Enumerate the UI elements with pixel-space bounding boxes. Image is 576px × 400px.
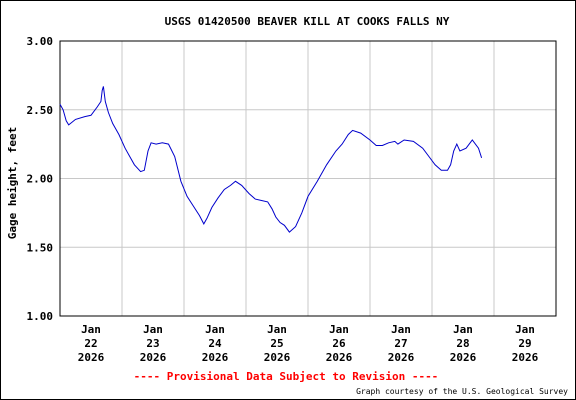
x-tick-label: Jan <box>453 323 473 336</box>
x-tick-label: 2026 <box>512 351 539 364</box>
x-tick-label: Jan <box>267 323 287 336</box>
x-tick-label: Jan <box>81 323 101 336</box>
x-tick-label: 22 <box>84 337 97 350</box>
y-tick-label: 1.50 <box>27 241 54 254</box>
x-tick-label: 24 <box>208 337 222 350</box>
x-tick-label: 2026 <box>450 351 477 364</box>
x-tick-label: 28 <box>456 337 469 350</box>
provisional-notice: ---- Provisional Data Subject to Revisio… <box>134 370 439 383</box>
grid <box>60 40 556 317</box>
y-axis-label: Gage height, feet <box>6 127 19 240</box>
x-tick-label: Jan <box>205 323 225 336</box>
x-tick-label: 2026 <box>264 351 291 364</box>
y-tick-label: 2.00 <box>27 173 54 186</box>
gage-height-series-line <box>59 86 483 233</box>
x-tick-label: 25 <box>270 337 283 350</box>
usgs-credit: Graph courtesy of the U.S. Geological Su… <box>356 387 568 396</box>
x-tick-label: 26 <box>332 337 346 350</box>
x-axis-ticks: Jan222026Jan232026Jan242026Jan252026Jan2… <box>78 323 539 364</box>
y-tick-label: 3.00 <box>27 35 54 48</box>
y-axis-ticks: 1.00 1.50 2.00 2.50 3.00 <box>27 35 54 323</box>
chart-title: USGS 01420500 BEAVER KILL AT COOKS FALLS… <box>165 15 450 28</box>
x-tick-label: 2026 <box>326 351 353 364</box>
x-tick-label: 2026 <box>78 351 105 364</box>
x-tick-label: Jan <box>329 323 349 336</box>
y-tick-label: 2.50 <box>27 104 54 117</box>
plot-border <box>59 40 557 317</box>
series <box>59 86 483 233</box>
x-tick-label: 23 <box>146 337 159 350</box>
x-tick-label: 27 <box>394 337 407 350</box>
x-tick-label: 2026 <box>140 351 167 364</box>
x-tick-label: 29 <box>518 337 531 350</box>
x-tick-label: Jan <box>391 323 411 336</box>
x-tick-label: 2026 <box>202 351 229 364</box>
y-tick-label: 1.00 <box>27 310 54 323</box>
x-tick-label: Jan <box>515 323 535 336</box>
x-tick-label: Jan <box>143 323 163 336</box>
x-tick-label: 2026 <box>388 351 415 364</box>
